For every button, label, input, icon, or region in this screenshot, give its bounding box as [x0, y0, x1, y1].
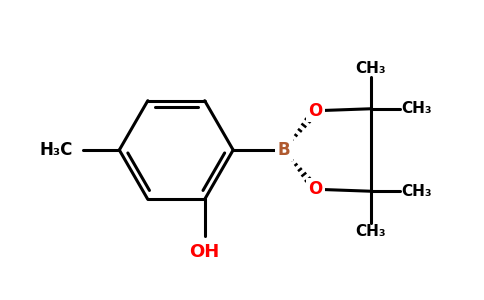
- Text: O: O: [308, 180, 323, 198]
- Text: B: B: [278, 141, 290, 159]
- Text: CH₃: CH₃: [401, 184, 432, 199]
- Text: H₃C: H₃C: [40, 141, 73, 159]
- Text: CH₃: CH₃: [355, 224, 386, 238]
- Text: O: O: [308, 102, 323, 120]
- Text: CH₃: CH₃: [355, 61, 386, 76]
- Text: OH: OH: [190, 244, 220, 262]
- Text: CH₃: CH₃: [401, 101, 432, 116]
